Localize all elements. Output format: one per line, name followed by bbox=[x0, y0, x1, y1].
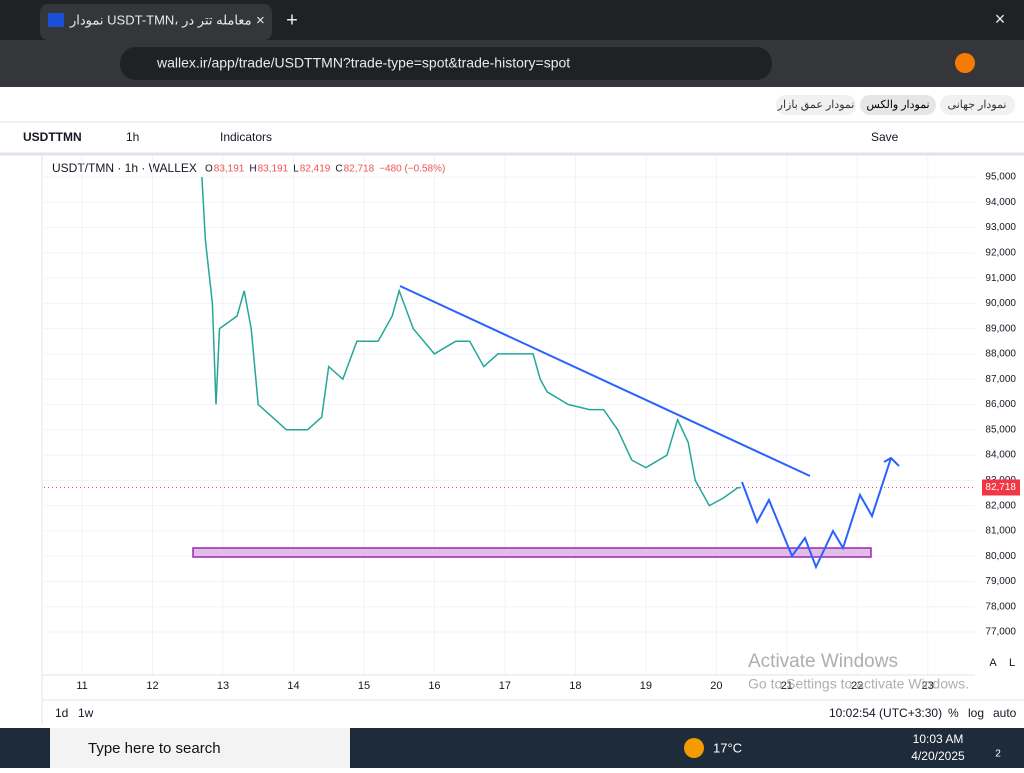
y-tick-label: 88,000 bbox=[985, 349, 1016, 360]
tab-label: نمودار جهانی bbox=[948, 99, 1007, 111]
notifications[interactable]: 2 bbox=[995, 749, 1001, 760]
support-zone[interactable] bbox=[192, 547, 872, 558]
x-tick-label: 22 bbox=[851, 680, 863, 692]
change: −480 (−0.58%) bbox=[379, 164, 445, 175]
scale-button[interactable]: L bbox=[1009, 657, 1015, 669]
price-line bbox=[201, 176, 742, 507]
chart: USDT/TMN · 1h · WALLEX 95,000 94,000 93,00… bbox=[44, 155, 1020, 692]
save[interactable]: Save bbox=[871, 130, 899, 144]
url: wallex.ir/app/trade/USDTTMN?trade-type=s… bbox=[156, 55, 570, 71]
x-tick-label: 17 bbox=[499, 680, 511, 692]
x-tick-label: 14 bbox=[287, 680, 299, 692]
ohlc-key: O bbox=[205, 164, 213, 175]
search-box[interactable] bbox=[50, 728, 350, 768]
weather[interactable]: 17°C bbox=[713, 740, 742, 755]
range[interactable]: 1w bbox=[78, 706, 94, 720]
y-tick-label: 79,000 bbox=[985, 576, 1016, 587]
y-tick-label: 91,000 bbox=[985, 273, 1016, 284]
scale-button[interactable]: A bbox=[989, 657, 997, 669]
x-tick-label: 13 bbox=[217, 680, 229, 692]
ohlc-value: 82,419 bbox=[300, 164, 331, 175]
y-tick-label: 94,000 bbox=[985, 197, 1016, 208]
tab-close[interactable]: × bbox=[256, 12, 265, 29]
option[interactable]: auto bbox=[993, 706, 1017, 720]
interval[interactable]: 1h bbox=[126, 130, 139, 144]
x-tick-label: 18 bbox=[569, 680, 581, 692]
projection-arrow bbox=[883, 456, 900, 467]
ohlc-value: 82,718 bbox=[344, 164, 375, 175]
chart-title: USDT/TMN · 1h · WALLEX bbox=[52, 161, 197, 175]
ohlc-value: 83,191 bbox=[258, 164, 289, 175]
search-text: Type here to search bbox=[88, 740, 221, 757]
x-tick-label: 19 bbox=[640, 680, 652, 692]
x-tick-label: 21 bbox=[781, 680, 793, 692]
x-tick-label: 23 bbox=[922, 680, 934, 692]
profile[interactable] bbox=[955, 53, 975, 73]
y-tick-label: 84,000 bbox=[985, 450, 1016, 461]
y-tick-label: 77,000 bbox=[985, 627, 1016, 638]
y-tick-label: 93,000 bbox=[985, 222, 1016, 233]
tab-wallex[interactable] bbox=[860, 95, 936, 115]
indicators[interactable]: Indicators bbox=[220, 130, 272, 144]
tab-title: نمودار USDT-TMN، معامله تتر در bbox=[69, 12, 252, 28]
tab-label: نمودار عمق بازار bbox=[777, 99, 855, 111]
option[interactable]: log bbox=[968, 706, 984, 720]
watermark-title: Activate Windows bbox=[748, 651, 898, 672]
y-tick-label: 78,000 bbox=[985, 601, 1016, 612]
y-tick-label: 95,000 bbox=[985, 172, 1016, 183]
y-tick-label: 87,000 bbox=[985, 374, 1016, 385]
close-window[interactable]: × bbox=[995, 9, 1006, 29]
option[interactable]: % bbox=[948, 706, 959, 720]
time: 10:03 AM bbox=[913, 732, 964, 746]
weather-icon bbox=[684, 738, 704, 758]
projection-path[interactable] bbox=[741, 457, 892, 570]
x-tick-label: 15 bbox=[358, 680, 370, 692]
ohlc-value: 83,191 bbox=[214, 164, 245, 175]
tab-label: نمودار والکس bbox=[866, 99, 929, 111]
address-bar[interactable] bbox=[120, 47, 772, 80]
y-tick-label: 81,000 bbox=[985, 526, 1016, 537]
trend-line[interactable] bbox=[399, 285, 811, 477]
ohlc-key: C bbox=[335, 164, 342, 175]
watermark-text: Go to Settings to activate Windows. bbox=[748, 676, 969, 692]
y-tick-label: 92,000 bbox=[985, 247, 1016, 258]
tab[interactable] bbox=[40, 4, 272, 40]
last-price-tag bbox=[982, 479, 1020, 496]
tab-depth[interactable] bbox=[776, 95, 856, 115]
symbol[interactable]: USDTTMN bbox=[23, 130, 82, 144]
x-tick-label: 11 bbox=[76, 680, 87, 692]
ohlc-key: H bbox=[249, 164, 256, 175]
x-tick-label: 12 bbox=[146, 680, 158, 692]
last-price-label: 82,718 bbox=[985, 482, 1016, 493]
date: 4/20/2025 bbox=[911, 749, 965, 763]
clock: 10:02:54 (UTC+3:30) bbox=[829, 706, 942, 720]
x-tick-label: 16 bbox=[428, 680, 440, 692]
x-tick-label: 20 bbox=[710, 680, 722, 692]
y-tick-label: 85,000 bbox=[985, 424, 1016, 435]
y-tick-label: 90,000 bbox=[985, 298, 1016, 309]
y-tick-label: 80,000 bbox=[985, 551, 1016, 562]
y-tick-label: 82,000 bbox=[985, 500, 1016, 511]
favicon bbox=[48, 13, 64, 27]
new-tab[interactable]: + bbox=[286, 9, 298, 31]
tab-global[interactable] bbox=[940, 95, 1015, 115]
y-tick-label: 86,000 bbox=[985, 399, 1016, 410]
range[interactable]: 1d bbox=[55, 706, 68, 720]
ohlc-key: L bbox=[293, 164, 299, 175]
y-tick-label: 89,000 bbox=[985, 323, 1016, 334]
